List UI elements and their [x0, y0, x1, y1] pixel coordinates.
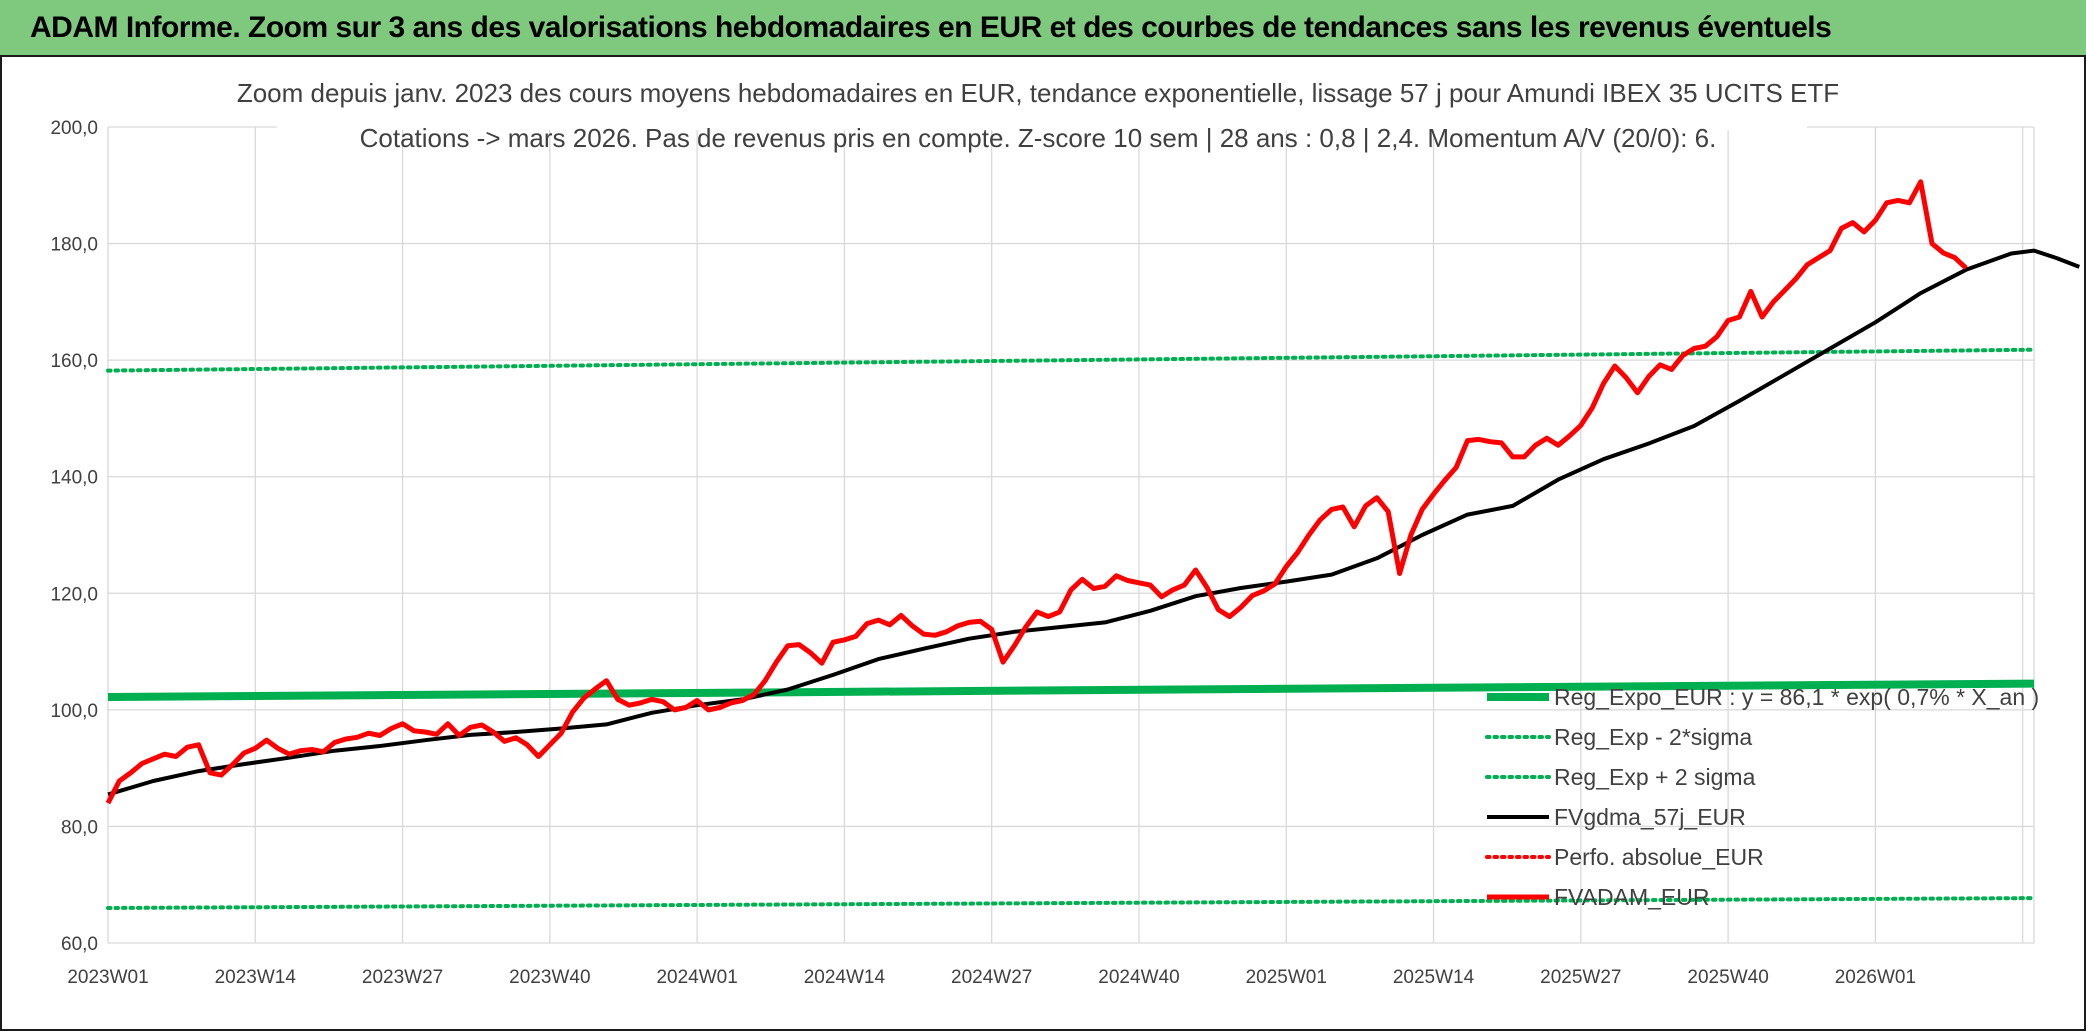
x-tick-label: 2026W01 — [1835, 967, 1916, 988]
y-tick-label: 200,0 — [50, 118, 98, 139]
y-axis-ticks: 200,0 180,0 160,0 140,0 120,0 100,0 80,0 60,0 — [50, 118, 98, 955]
y-tick-label: 80,0 — [61, 817, 98, 838]
x-tick-label: 2025W14 — [1393, 967, 1475, 988]
legend-label: FVgdma_57j_EUR — [1554, 804, 1746, 830]
y-tick-label: 120,0 — [50, 584, 98, 605]
x-tick-label: 2024W40 — [1098, 967, 1179, 988]
report-title: ADAM Informe. Zoom sur 3 ans des valoris… — [30, 10, 1832, 44]
x-tick-label: 2025W01 — [1246, 967, 1327, 988]
report-banner: ADAM Informe. Zoom sur 3 ans des valoris… — [0, 0, 2086, 55]
x-tick-label: 2024W01 — [656, 967, 737, 988]
line-chart: 200,0 180,0 160,0 140,0 120,0 100,0 80,0 60,0 2… — [50, 62, 2081, 988]
x-tick-label: 2023W14 — [215, 967, 297, 988]
x-tick-label: 2023W40 — [509, 967, 590, 988]
title-background — [277, 62, 1807, 130]
legend-label: Reg_Expo_EUR : y = 86,1 * exp( 0,7% * X_… — [1554, 684, 2039, 710]
series-line-reg-expo-eur-y-86-1-exp-0-7-x-an — [107, 679, 2035, 701]
chart-subtitle: Cotations -> mars 2026. Pas de revenus p… — [360, 123, 1717, 153]
legend-label: Perfo. absolue_EUR — [1554, 844, 1764, 870]
series-lines — [105, 179, 2081, 910]
y-tick-label: 160,0 — [50, 351, 98, 372]
chart-frame: 200,0 180,0 160,0 140,0 120,0 100,0 80,0 60,0 2… — [0, 55, 2086, 1031]
legend-label: Reg_Exp - 2*sigma — [1554, 724, 1752, 750]
x-tick-label: 2023W27 — [362, 967, 443, 988]
x-axis-ticks: 2023W01 2023W14 2023W27 2023W40 2024W01 2024W… — [67, 967, 1916, 988]
x-tick-label: 2023W01 — [67, 967, 148, 988]
series-line-reg-exp-2-sigma — [106, 347, 2036, 373]
y-tick-label: 60,0 — [61, 934, 98, 955]
series-line-fvadam-eur — [105, 179, 1968, 805]
x-tick-label: 2024W27 — [951, 967, 1032, 988]
x-tick-label: 2025W27 — [1540, 967, 1621, 988]
x-tick-label: 2025W40 — [1687, 967, 1768, 988]
y-tick-label: 140,0 — [50, 468, 98, 489]
y-tick-label: 100,0 — [50, 701, 98, 722]
legend-label: Reg_Exp + 2 sigma — [1554, 764, 1756, 790]
y-tick-label: 180,0 — [50, 235, 98, 256]
legend: Reg_Expo_EUR : y = 86,1 * exp( 0,7% * X_… — [1485, 684, 2039, 910]
grid — [107, 126, 2035, 944]
chart-title: Zoom depuis janv. 2023 des cours moyens … — [237, 78, 1839, 108]
legend-label: FVADAM_EUR — [1554, 884, 1710, 910]
series-line-reg-exp-2-sigma — [106, 896, 2036, 910]
x-tick-label: 2024W14 — [804, 967, 886, 988]
series-line-fvgdma-57j-eur — [107, 248, 2081, 797]
